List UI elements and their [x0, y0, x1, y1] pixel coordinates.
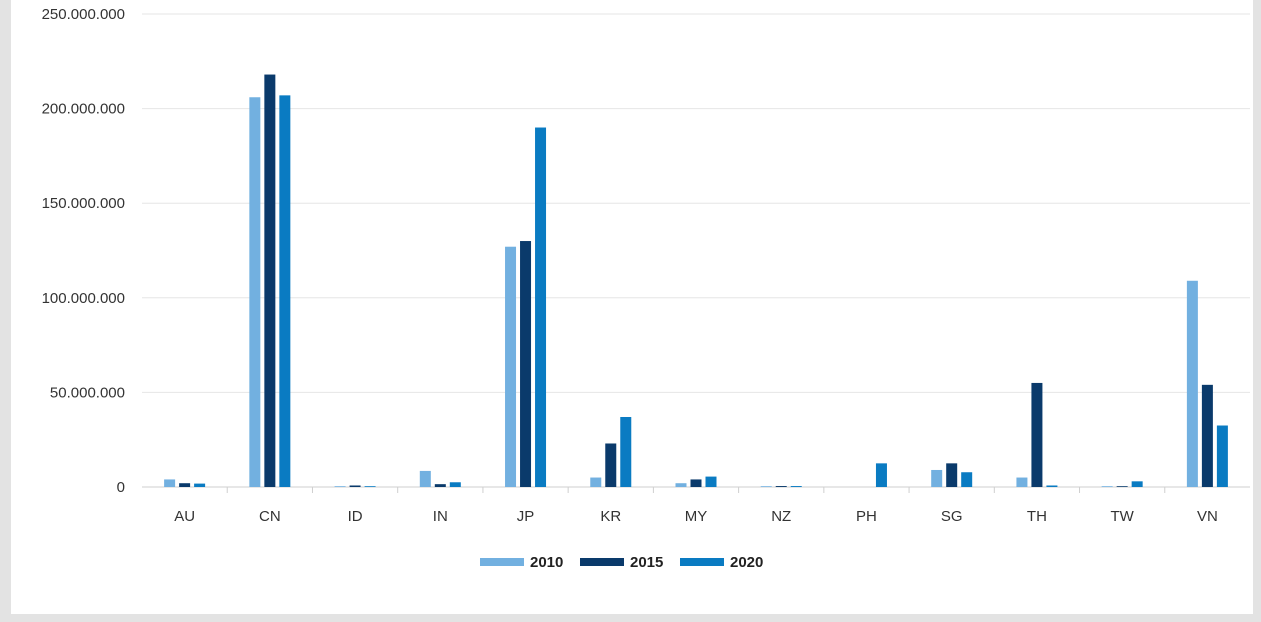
bar-au-2010	[164, 479, 176, 487]
x-tick-label: AU	[174, 508, 195, 525]
bar-sg-2020	[961, 472, 973, 487]
bar-nz-2015	[775, 486, 787, 487]
bars	[164, 74, 1228, 488]
y-tick-label: 250.000.000	[42, 6, 125, 23]
bar-jp-2010	[505, 246, 517, 487]
x-tick-label: VN	[1197, 508, 1218, 525]
bar-in-2020	[449, 482, 461, 487]
bar-id-2020	[364, 486, 376, 487]
bar-jp-2020	[535, 127, 547, 488]
legend-label: 2010	[530, 554, 563, 571]
bar-au-2020	[194, 483, 206, 487]
x-tick-label: ID	[348, 508, 363, 525]
x-tick-label: PH	[856, 508, 877, 525]
y-tick-label: 100.000.000	[42, 290, 125, 307]
x-tick-label: KR	[600, 508, 621, 525]
bar-ph-2020	[875, 463, 887, 487]
bar-vn-2015	[1201, 384, 1213, 487]
bar-nz-2020	[790, 486, 802, 487]
x-tick-label: NZ	[771, 508, 791, 525]
x-tick-label: JP	[517, 508, 535, 525]
y-tick-label: 200.000.000	[42, 101, 125, 118]
y-tick-label: 150.000.000	[42, 195, 125, 212]
bar-th-2015	[1031, 382, 1043, 487]
bar-kr-2015	[605, 443, 617, 487]
legend-swatch	[480, 558, 524, 566]
bar-vn-2010	[1186, 280, 1198, 487]
bar-id-2010	[334, 486, 346, 487]
x-tick-label: IN	[433, 508, 448, 525]
bar-tw-2020	[1131, 481, 1143, 487]
bar-jp-2015	[520, 241, 532, 487]
bar-my-2020	[705, 476, 717, 487]
x-tick-label: CN	[259, 508, 281, 525]
bar-vn-2020	[1216, 425, 1228, 487]
bar-th-2020	[1046, 485, 1058, 487]
bar-in-2015	[434, 484, 446, 487]
legend-label: 2015	[630, 554, 663, 571]
gridlines	[142, 13, 1250, 393]
y-axis: 0 50.000.000 100.000.000 150.000.000 200.000…	[42, 6, 125, 496]
legend[interactable]: 2010 2015 2020	[480, 554, 763, 571]
bar-cn-2010	[249, 97, 261, 488]
bar-sg-2015	[946, 463, 958, 487]
legend-item-2020[interactable]: 2020	[680, 554, 763, 571]
frame-right-border	[1253, 0, 1261, 622]
bar-au-2015	[179, 483, 191, 487]
legend-swatch	[680, 558, 724, 566]
legend-item-2010[interactable]: 2010	[480, 554, 563, 571]
bar-th-2010	[1016, 477, 1028, 487]
bar-cn-2020	[279, 95, 291, 487]
x-tick-label: SG	[941, 508, 963, 525]
bar-my-2010	[675, 483, 687, 487]
y-tick-label: 0	[117, 479, 125, 496]
bar-kr-2010	[590, 477, 602, 487]
bar-nz-2010	[760, 486, 772, 487]
x-tick-label: MY	[685, 508, 708, 525]
bar-tw-2015	[1116, 486, 1128, 487]
legend-label: 2020	[730, 554, 763, 571]
bar-id-2015	[349, 485, 361, 487]
bar-kr-2020	[620, 416, 632, 487]
frame-bottom-border	[0, 614, 1261, 622]
y-tick-label: 50.000.000	[50, 384, 125, 401]
x-axis: AU CN ID IN JP KR MY NZ PH SG TH TW VN	[142, 486, 1250, 525]
bar-cn-2015	[264, 74, 276, 487]
bar-tw-2010	[1101, 486, 1113, 487]
x-tick-label: TW	[1110, 508, 1134, 525]
x-tick-label: TH	[1027, 508, 1047, 525]
legend-swatch	[580, 558, 624, 566]
bar-my-2015	[690, 479, 702, 487]
bar-sg-2010	[931, 469, 943, 487]
bar-in-2010	[419, 470, 431, 487]
frame-left-border	[0, 0, 11, 622]
legend-item-2015[interactable]: 2015	[580, 554, 663, 571]
